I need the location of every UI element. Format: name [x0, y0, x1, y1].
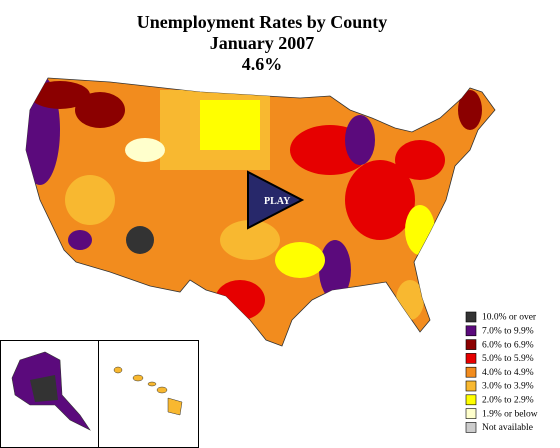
hawaii: [113, 366, 183, 416]
legend-swatch: [465, 353, 477, 364]
legend-swatch: [465, 325, 477, 337]
title-line: January 2007: [210, 33, 315, 53]
hawaii-inset: [98, 340, 199, 448]
legend-label: 2.0% to 2.9%: [482, 395, 534, 405]
legend-swatch: [465, 339, 477, 350]
legend-swatch: [465, 394, 477, 406]
alaska-patch: [30, 375, 58, 402]
legend-label: 3.0% to 3.9%: [482, 382, 534, 392]
legend-label: 6.0% to 6.9%: [482, 340, 534, 350]
legend-label: Not available: [482, 423, 533, 433]
legend-label: 1.9% or below: [482, 409, 538, 419]
legend-swatch: [465, 422, 477, 433]
legend-label: 7.0% to 9.9%: [482, 326, 534, 336]
play-button[interactable]: PLAY: [247, 170, 305, 230]
legend-swatch: [465, 380, 477, 392]
legend-swatch: [465, 408, 477, 419]
legend-swatch: [465, 366, 477, 378]
legend-label: 5.0% to 5.9%: [482, 354, 534, 364]
title-line: 4.6%: [242, 54, 283, 74]
play-label[interactable]: PLAY: [264, 196, 291, 207]
legend-label: 4.0% to 4.9%: [482, 368, 534, 378]
title-line: Unemployment Rates by County: [137, 12, 388, 32]
legend-label: 10.0% or over: [482, 313, 537, 323]
legend-swatch: [465, 311, 477, 323]
